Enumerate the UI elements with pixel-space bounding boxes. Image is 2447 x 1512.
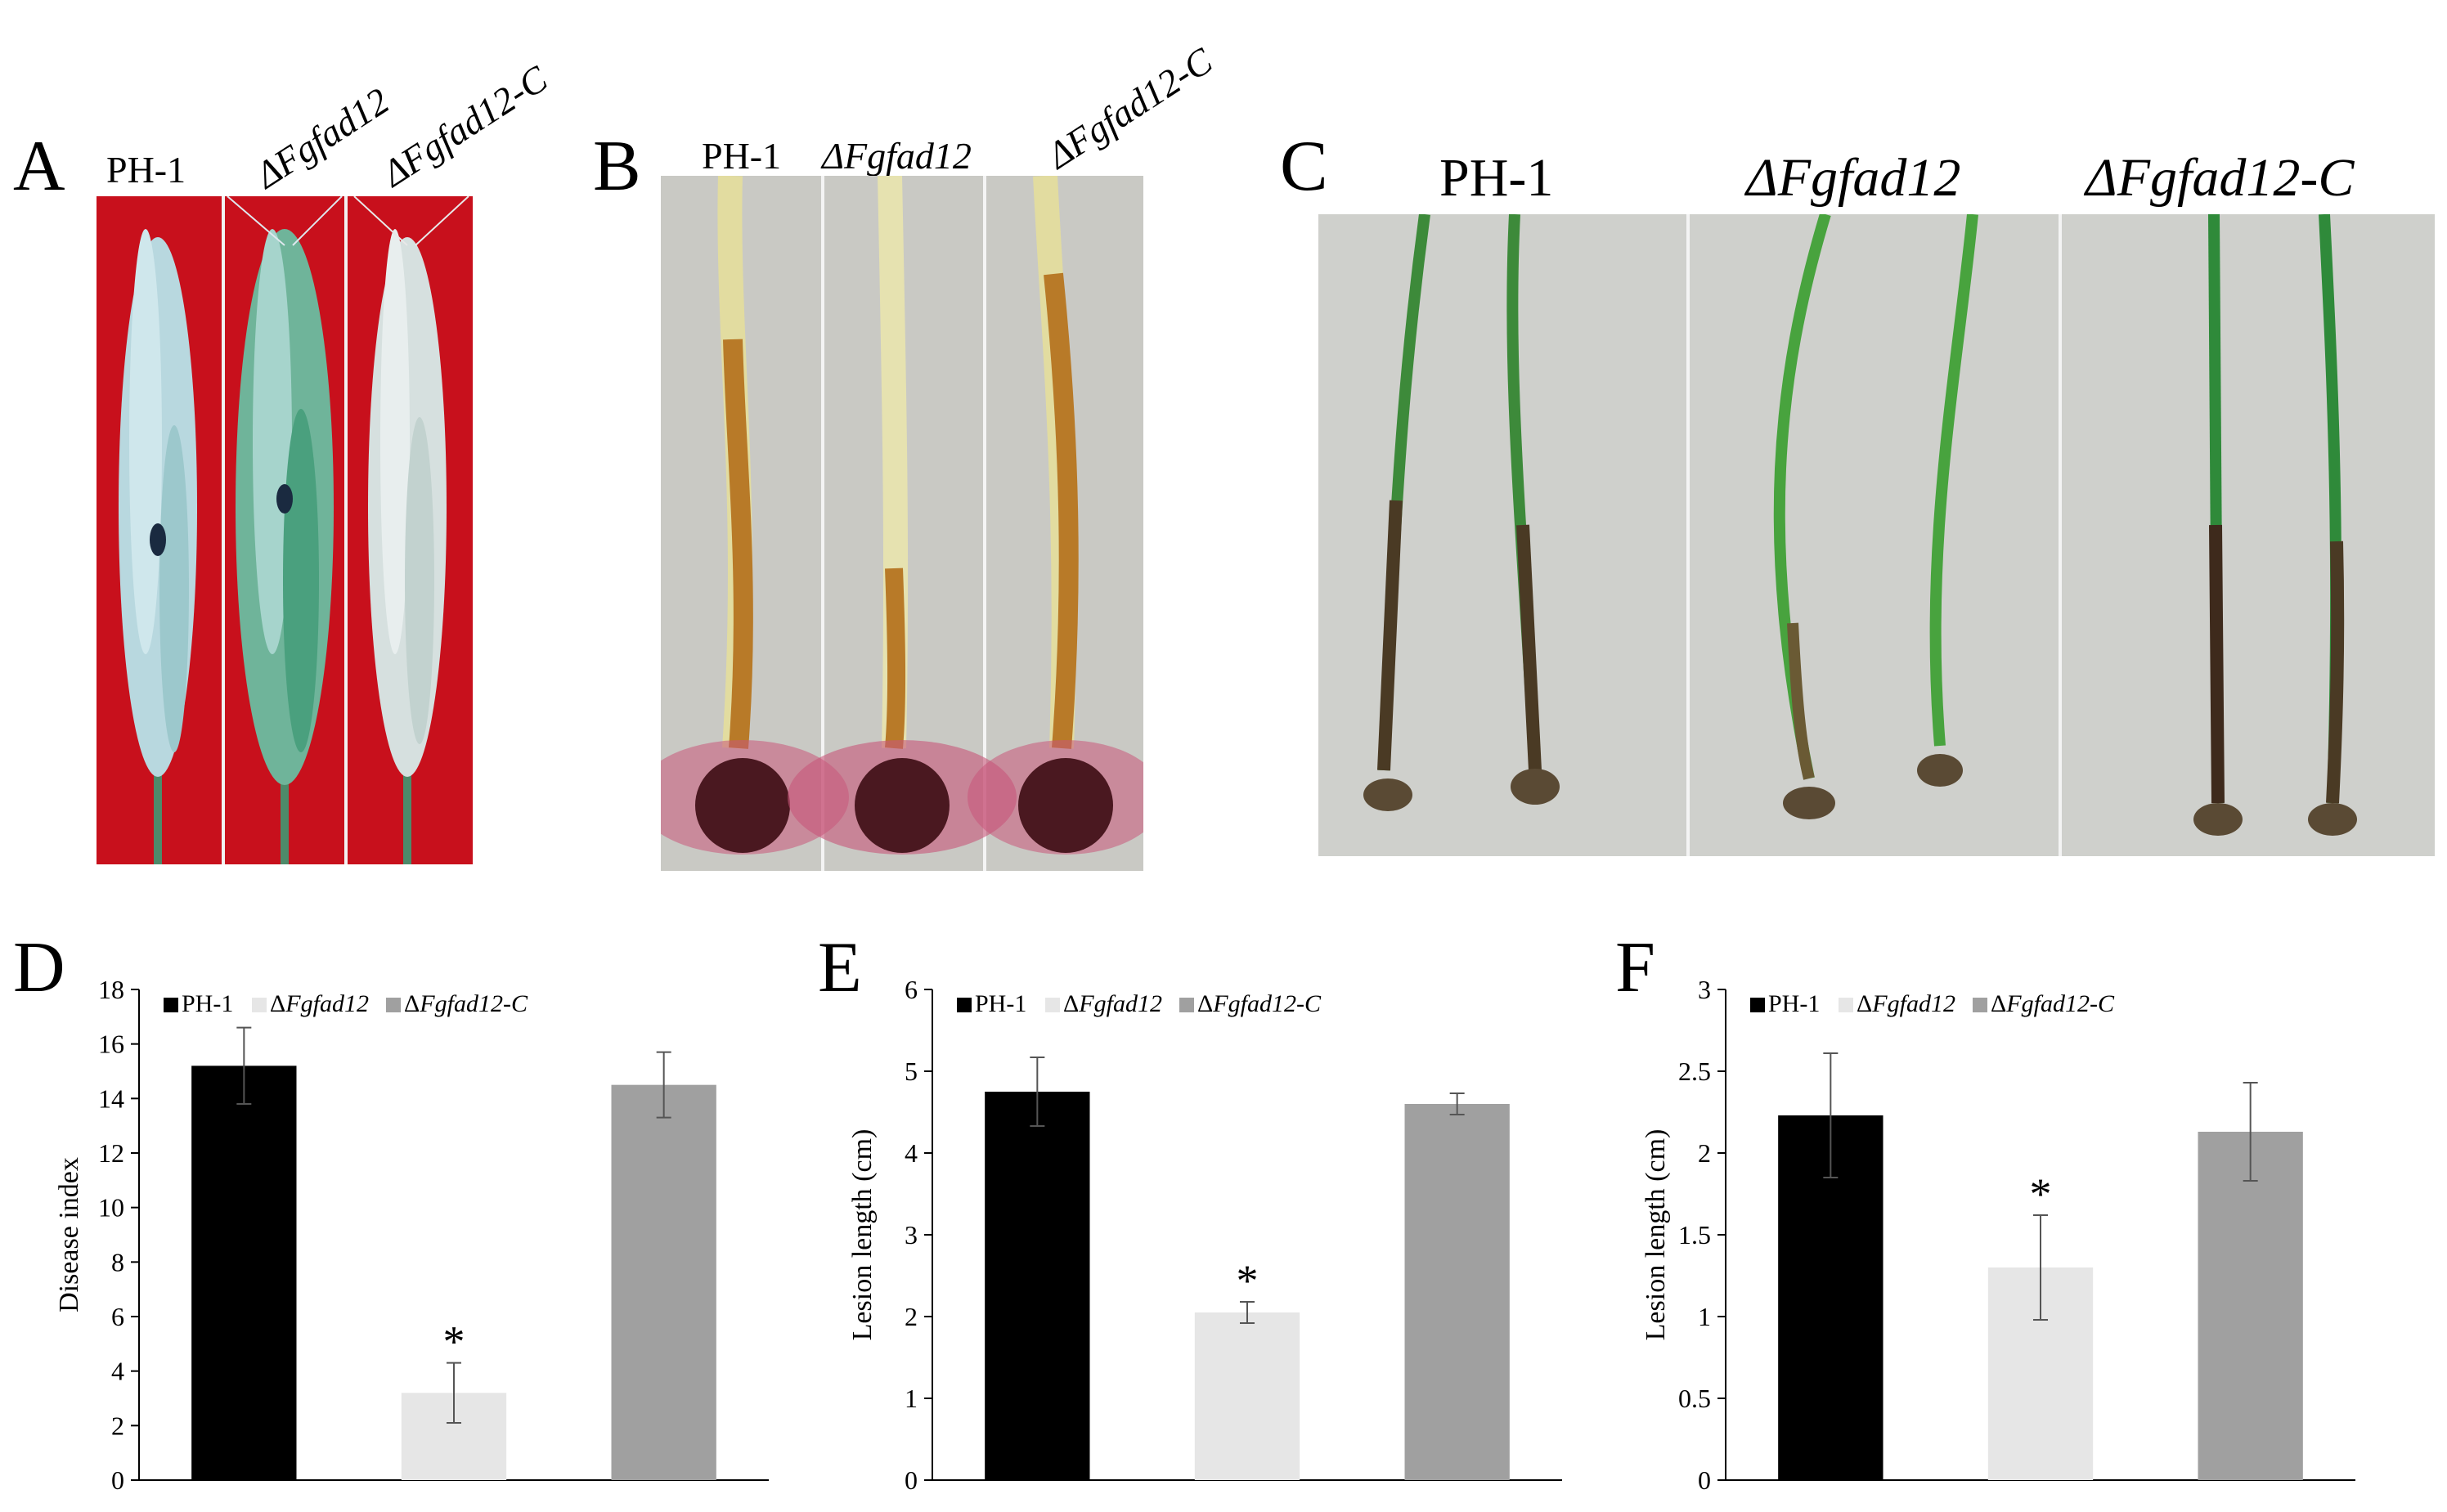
chart-f-ytick-label: 1.5 [1678, 1220, 1711, 1250]
panel-b-wheat-stem-photo [661, 176, 1143, 871]
chart-e-bar-2 [1404, 1104, 1510, 1480]
chart-e-legend-label-2: ΔFgfad12-C [1197, 990, 1322, 1017]
chart-f-legend-label-0: PH-1 [1768, 990, 1820, 1017]
chart-d-ylabel: Disease index [54, 1157, 84, 1312]
chart-e: 0 1 2 3 4 5 6 Lesion length (cm) * PH-1 ΔFgfad12 ΔF… [842, 940, 1578, 1496]
chart-f-ytick-label: 3 [1698, 975, 1711, 1004]
chart-d-ytick-label: 16 [98, 1030, 124, 1059]
chart-f-legend-swatch-2 [1973, 998, 1987, 1012]
chart-e-legend-swatch-2 [1179, 998, 1194, 1012]
chart-d-bar-2 [611, 1084, 716, 1480]
panel-letter-e: E [818, 928, 862, 1007]
panel-c-label-mutant: ΔFgfad12 [1746, 148, 1961, 208]
chart-e-significance-star: * [1237, 1256, 1259, 1305]
chart-d-svg: 0 2 4 6 8 10 12 14 16 18 Disease index * PH-1 ΔFgfad1… [54, 975, 769, 1495]
panel-letter-c: C [1280, 127, 1328, 206]
chart-f-ytick-label: 2 [1698, 1138, 1711, 1168]
chart-f-ytick-label: 2.5 [1678, 1057, 1711, 1086]
chart-e-legend-swatch-1 [1045, 998, 1060, 1012]
chart-f-legend-label-1: ΔFgfad12 [1857, 990, 1955, 1017]
chart-d-ytick-label: 14 [98, 1084, 124, 1113]
panel-letter-b: B [593, 127, 641, 206]
chart-f-ytick-label: 1 [1698, 1302, 1711, 1331]
panel-b-label-mutant: ΔFgfad12 [822, 135, 972, 177]
panel-a-label-ph1: PH-1 [106, 149, 186, 191]
chart-d-ytick-label: 6 [111, 1302, 124, 1331]
chart-e-ytick-label: 1 [905, 1384, 918, 1413]
chart-d-legend-label-0: PH-1 [182, 990, 233, 1017]
chart-d-ytick-label: 12 [98, 1138, 124, 1168]
panel-c-label-ph1: PH-1 [1439, 148, 1554, 208]
panel-b-label-ph1: PH-1 [702, 135, 782, 177]
panel-c-label-complement: ΔFgfad12-C [2086, 148, 2355, 208]
chart-f: 0 0.5 1 1.5 2 2.5 3 Lesion length (cm) * PH-1 ΔFgf… [1636, 940, 2372, 1496]
chart-d-ytick-label: 0 [111, 1465, 124, 1495]
chart-e-ytick-label: 0 [905, 1465, 918, 1495]
chart-d-legend-label-1: ΔFgfad12 [270, 990, 369, 1017]
chart-d-ytick-label: 4 [111, 1357, 124, 1386]
panel-b-label-complement: ΔFgfad12-C [1039, 39, 1220, 177]
chart-e-bar-0 [985, 1092, 1090, 1480]
chart-f-ylabel: Lesion length (cm) [1641, 1129, 1671, 1341]
chart-f-significance-star: * [2030, 1169, 2052, 1218]
chart-e-ytick-label: 3 [905, 1220, 918, 1250]
chart-d-ytick-label: 2 [111, 1411, 124, 1440]
chart-d-legend-swatch-2 [386, 998, 401, 1012]
panel-letter-f: F [1615, 928, 1655, 1007]
chart-d: 0 2 4 6 8 10 12 14 16 18 Disease index * PH-1 ΔFgfad1… [49, 940, 785, 1496]
chart-e-ytick-label: 4 [905, 1138, 918, 1168]
panel-a-label-mutant: ΔFgfad12 [248, 79, 397, 196]
chart-d-ytick-label: 8 [111, 1247, 124, 1276]
chart-f-legend-label-2: ΔFgfad12-C [1991, 990, 2115, 1017]
chart-d-legend-label-2: ΔFgfad12-C [404, 990, 528, 1017]
panel-a-wheat-spike-photo [97, 196, 473, 864]
chart-f-legend-swatch-1 [1839, 998, 1853, 1012]
chart-e-ylabel: Lesion length (cm) [847, 1129, 878, 1341]
chart-e-ytick-label: 6 [905, 975, 918, 1004]
chart-e-bar-1 [1194, 1312, 1300, 1480]
chart-f-legend-swatch-0 [1750, 998, 1765, 1012]
chart-e-svg: 0 1 2 3 4 5 6 Lesion length (cm) * PH-1 ΔFgfad12 ΔF… [847, 975, 1562, 1495]
chart-e-legend-swatch-0 [957, 998, 972, 1012]
chart-f-ytick-label: 0 [1698, 1465, 1711, 1495]
panel-a-label-complement: ΔFgfad12-C [375, 57, 555, 195]
chart-f-ytick-label: 0.5 [1678, 1384, 1711, 1413]
chart-e-legend-label-0: PH-1 [975, 990, 1026, 1017]
chart-e-ytick-label: 5 [905, 1057, 918, 1086]
chart-e-ytick-label: 2 [905, 1302, 918, 1331]
chart-d-bar-0 [191, 1066, 297, 1480]
panel-letter-a: A [13, 127, 65, 206]
chart-d-legend-swatch-0 [164, 998, 178, 1012]
chart-f-svg: 0 0.5 1 1.5 2 2.5 3 Lesion length (cm) * PH-1 ΔFgf… [1641, 975, 2355, 1495]
chart-d-significance-star: * [443, 1317, 465, 1366]
chart-f-bar-2 [2198, 1132, 2303, 1480]
panel-letter-d: D [13, 928, 65, 1007]
chart-d-legend-swatch-1 [252, 998, 267, 1012]
chart-d-ytick-label: 10 [98, 1193, 124, 1223]
panel-c-seedling-photo [1318, 214, 2435, 856]
chart-e-legend-label-1: ΔFgfad12 [1063, 990, 1162, 1017]
chart-d-ytick-label: 18 [98, 975, 124, 1004]
